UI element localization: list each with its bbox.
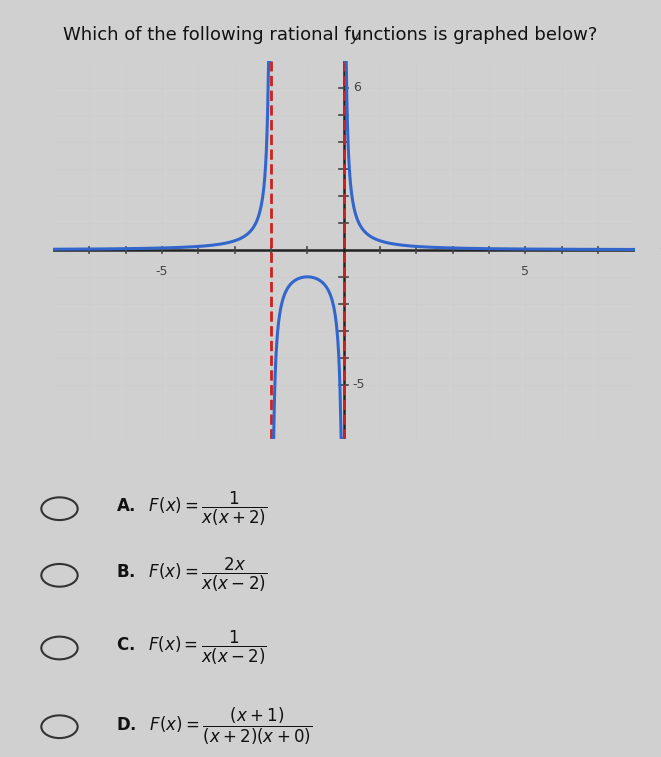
Text: $\mathbf{B.}$  $F(x) = \dfrac{2x}{x(x-2)}$: $\mathbf{B.}$ $F(x) = \dfrac{2x}{x(x-2)}… — [116, 556, 267, 594]
Text: 6: 6 — [353, 81, 361, 94]
Text: $\mathbf{A.}$  $F(x) = \dfrac{1}{x(x+2)}$: $\mathbf{A.}$ $F(x) = \dfrac{1}{x(x+2)}$ — [116, 490, 267, 528]
Text: x: x — [660, 237, 661, 252]
Text: -5: -5 — [353, 378, 366, 391]
Text: $\mathbf{C.}$  $F(x) = \dfrac{1}{x(x-2)}$: $\mathbf{C.}$ $F(x) = \dfrac{1}{x(x-2)}$ — [116, 629, 266, 667]
Text: -5: -5 — [156, 265, 168, 278]
Text: Which of the following rational functions is graphed below?: Which of the following rational function… — [63, 26, 598, 45]
Text: 5: 5 — [522, 265, 529, 278]
Text: y: y — [350, 30, 359, 45]
Text: $\mathbf{D.}$  $F(x) = \dfrac{(x+1)}{(x+2)(x+0)}$: $\mathbf{D.}$ $F(x) = \dfrac{(x+1)}{(x+2… — [116, 706, 312, 747]
